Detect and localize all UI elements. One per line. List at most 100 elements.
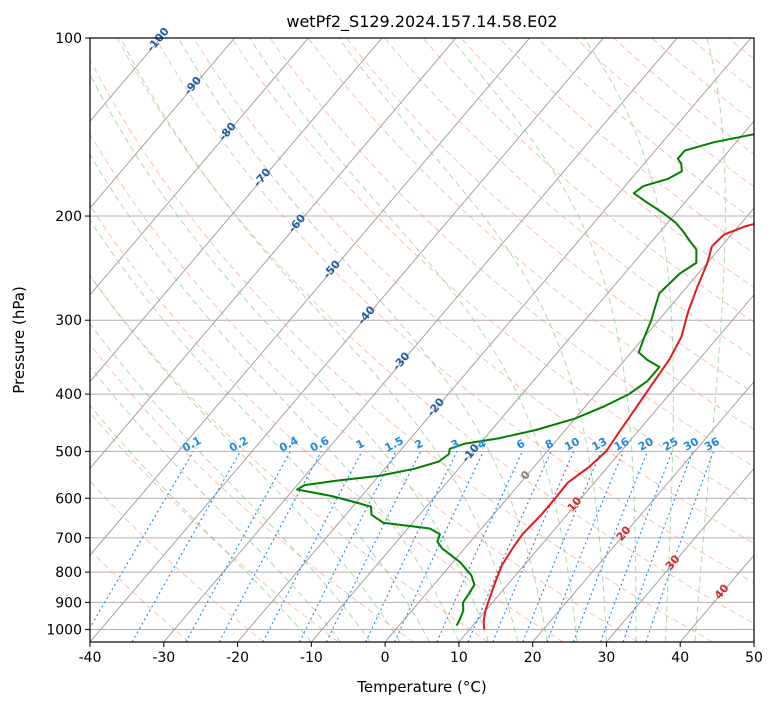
y-tick-label: 600	[55, 491, 82, 507]
mixing-ratio-line	[522, 451, 602, 642]
dry-adiabat-line	[460, 38, 754, 288]
x-tick-label: -30	[152, 650, 175, 666]
moist-adiabat-line	[249, 38, 578, 642]
x-axis: -40 -30 -20 -10 0 10 20 30 40 50	[79, 642, 763, 666]
dry-adiabat-line	[90, 480, 265, 642]
dry-adiabat-line	[346, 38, 754, 394]
dry-adiabat-line	[90, 204, 564, 642]
mixing-ratio-line	[325, 451, 422, 642]
dry-adiabat-line	[90, 58, 713, 642]
dry-adiabat-line	[651, 38, 754, 123]
isotherm-line	[532, 380, 754, 642]
dry-adiabat-line	[90, 133, 639, 642]
isotherm-line	[90, 38, 530, 556]
isotherm-line	[237, 38, 752, 642]
mixing-ratio-label: 16	[612, 435, 632, 454]
temperature-series-line	[482, 222, 754, 630]
isotherm-line	[90, 38, 604, 642]
mixing-ratio-line	[218, 451, 322, 642]
x-tick-label: 20	[524, 650, 542, 666]
x-tick-label: -20	[226, 650, 249, 666]
isotherm-line	[384, 207, 754, 642]
mixing-ratio-line	[365, 451, 458, 642]
plot-frame	[89, 37, 755, 643]
mixing-ratio-line	[262, 451, 363, 642]
mixing-ratio-line	[467, 451, 552, 642]
y-tick-label: 500	[55, 444, 82, 460]
y-tick-label: 400	[55, 387, 82, 403]
isotherm-line	[90, 38, 457, 470]
dry-adiabat-line	[689, 38, 754, 91]
x-tick-label: 0	[381, 650, 390, 666]
moist-adiabat-line	[338, 38, 607, 642]
isotherm-line	[679, 554, 754, 642]
isotherm-line	[90, 38, 383, 383]
dry-adiabat-line	[384, 38, 754, 358]
x-axis-title: Temperature (°C)	[356, 678, 486, 696]
dry-adiabat-line	[90, 343, 414, 642]
y-tick-label: 1000	[46, 622, 82, 638]
mixing-ratio-label: 6	[514, 437, 527, 452]
moist-adiabat-line	[90, 219, 430, 642]
moist-adiabat-line	[120, 38, 519, 642]
dry-adiabat-line	[727, 38, 754, 60]
mixing-ratio-line	[572, 451, 649, 642]
x-tick-label: 30	[598, 650, 616, 666]
mixing-ratio-line	[645, 451, 715, 642]
x-tick-label: 40	[671, 650, 689, 666]
mixing-ratio-line	[492, 451, 575, 642]
dry-adiabat-line	[307, 38, 754, 431]
isotherm-line	[90, 38, 309, 296]
y-tick-label: 700	[55, 531, 82, 547]
dry-adiabat-line	[613, 38, 754, 155]
x-tick-label: 50	[745, 650, 763, 666]
mixing-ratio-line	[394, 451, 484, 642]
series-lines	[296, 133, 754, 630]
moist-adiabat-line	[694, 38, 726, 642]
isotherm-line	[458, 294, 754, 642]
dry-adiabat-line	[155, 38, 754, 584]
grid	[90, 38, 754, 642]
dry-adiabat-line	[193, 38, 754, 544]
dry-adiabat-line	[90, 549, 190, 642]
dry-adiabat-line	[269, 38, 754, 468]
mixing-ratio-label: 20	[636, 435, 656, 454]
isotherm-line	[310, 120, 754, 642]
mixing-ratio-label: 10	[562, 435, 582, 454]
mixing-ratio-label: 25	[661, 435, 681, 454]
mixing-ratio-line	[185, 451, 291, 642]
mixing-ratio-line	[546, 451, 624, 642]
moist-adiabat-line	[90, 153, 460, 642]
moist-adiabat-line	[90, 365, 342, 642]
mixing-ratio-line	[299, 451, 397, 642]
isotherm-label: -100	[144, 25, 172, 55]
dry-adiabat-line	[90, 412, 339, 642]
dry-adiabat-line	[537, 38, 754, 221]
moist-adiabat-line	[450, 38, 637, 642]
mixing-ratio-label: 3	[449, 437, 462, 452]
x-tick-label: -40	[79, 650, 102, 666]
mixing-ratio-label: 30	[681, 435, 701, 454]
chart-title: wetPf2_S129.2024.157.14.58.E02	[286, 12, 557, 32]
mixing-ratio-line	[622, 451, 694, 642]
line-labels: 0.1 0.2 0.4 0.6 1 1.5 2 3 4 6 8 10 13 16 20 25 30 36-100-…	[144, 25, 732, 602]
dry-adiabat-line	[231, 38, 754, 506]
isotherm-line	[90, 38, 235, 209]
moist-adiabat-line	[90, 274, 401, 642]
mixing-ratio-label: 36	[702, 435, 722, 454]
isotherm-line	[163, 38, 678, 642]
mixing-ratio-line	[131, 451, 241, 642]
dry-adiabat-line	[90, 274, 489, 642]
y-tick-label: 900	[55, 595, 82, 611]
isotherm-line	[753, 641, 754, 642]
moist-adiabat-line	[90, 323, 371, 642]
y-tick-label: 300	[55, 313, 82, 329]
moist-adiabat-line	[583, 38, 674, 642]
mixing-ratio-label: 2	[413, 437, 426, 452]
dry-adiabat-line	[498, 38, 754, 254]
y-axis-title: Pressure (hPa)	[10, 286, 28, 394]
x-tick-label: 10	[450, 650, 468, 666]
mixing-ratio-line	[600, 451, 673, 642]
y-tick-label: 800	[55, 565, 82, 581]
y-tick-label: 100	[55, 31, 82, 47]
